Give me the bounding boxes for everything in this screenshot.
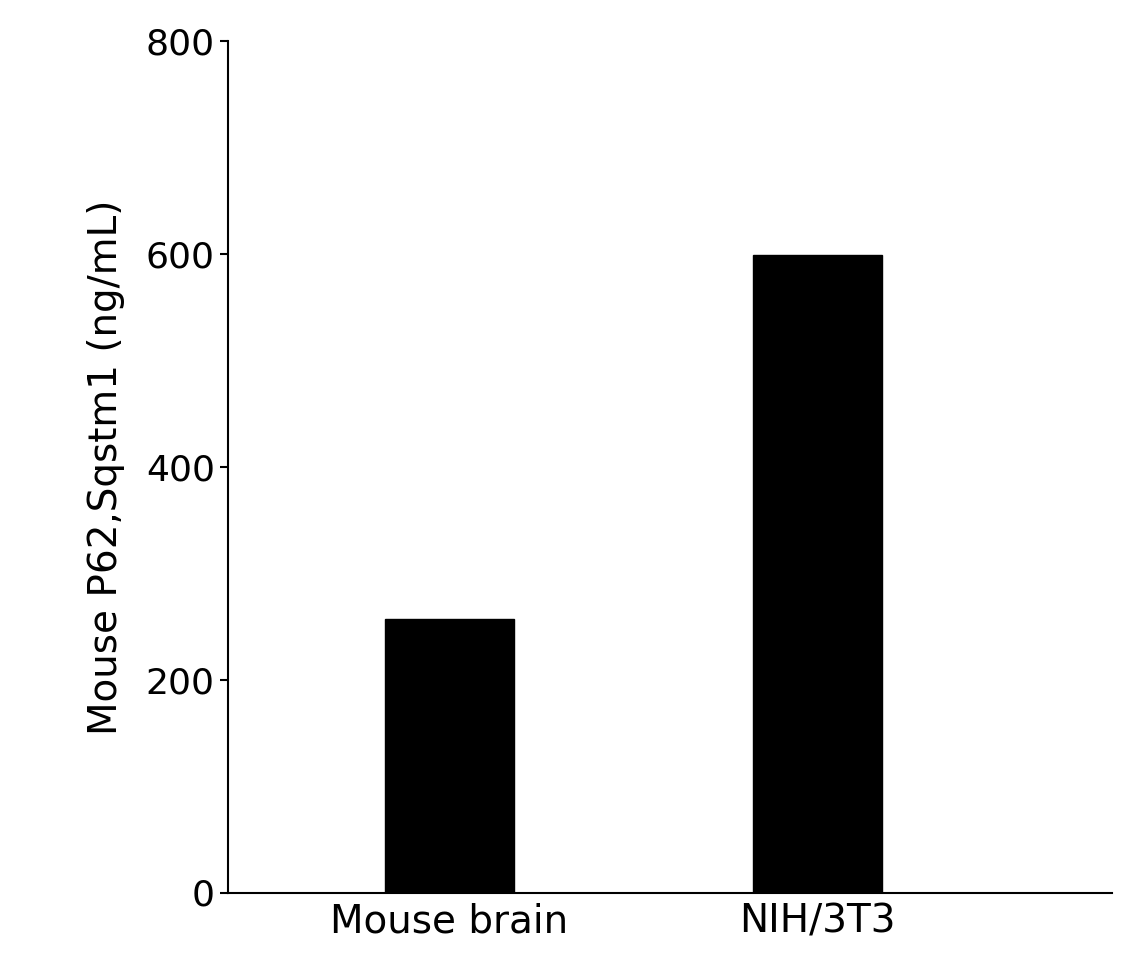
Y-axis label: Mouse P62,Sqstm1 (ng/mL): Mouse P62,Sqstm1 (ng/mL): [87, 199, 125, 735]
Bar: [384, 619, 513, 892]
Bar: [754, 256, 882, 892]
